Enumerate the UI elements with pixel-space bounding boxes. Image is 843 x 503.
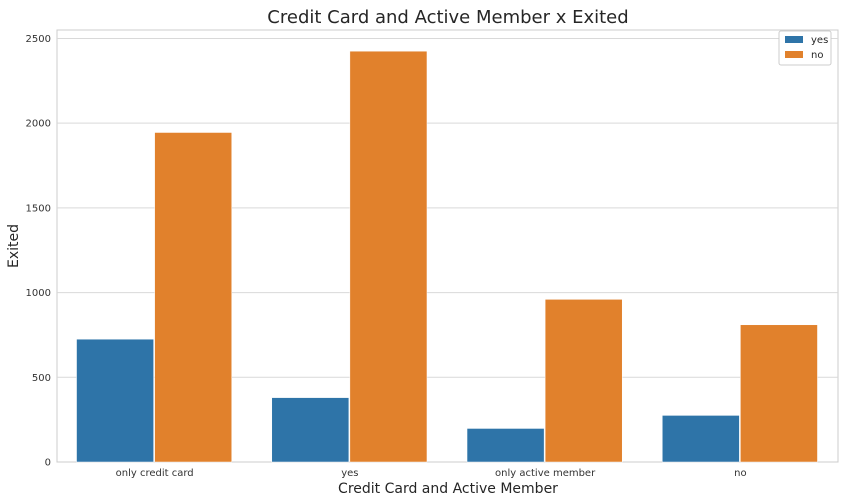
- y-tick-label: 1500: [26, 203, 51, 214]
- legend-swatch-yes: [785, 36, 803, 43]
- bar-yes: [466, 428, 545, 463]
- x-axis-label: Credit Card and Active Member: [338, 481, 558, 497]
- bar-no: [349, 50, 428, 463]
- y-tick-label: 2500: [26, 34, 51, 45]
- plot-area: 0 500 1000 1500 2000 2500 only credit card yes…: [26, 29, 839, 479]
- bar-yes: [76, 338, 154, 463]
- x-tick-label: yes: [341, 468, 358, 479]
- x-tick-label: only active member: [495, 468, 596, 479]
- chart-title: Credit Card and Active Member x Exited: [267, 7, 628, 28]
- bar-yes: [271, 397, 350, 463]
- y-tick-label: 2000: [26, 119, 51, 130]
- bar-yes: [662, 415, 740, 463]
- legend-swatch-no: [785, 51, 803, 58]
- bar-no: [544, 299, 623, 463]
- x-tick-label: no: [734, 468, 746, 479]
- legend-label: no: [811, 50, 823, 61]
- legend: yes no: [778, 30, 832, 66]
- bar-no: [154, 132, 232, 463]
- legend-label: yes: [811, 35, 828, 46]
- y-tick-labels: 0 500 1000 1500 2000 2500: [26, 34, 51, 469]
- y-tick-label: 0: [45, 458, 51, 469]
- x-tick-labels: only credit card yes only active member no: [116, 468, 747, 479]
- x-tick-label: only credit card: [116, 468, 194, 479]
- y-tick-label: 500: [32, 373, 51, 384]
- y-tick-label: 1000: [26, 288, 51, 299]
- bars: [76, 50, 818, 463]
- bar-no: [740, 324, 818, 463]
- y-axis-label: Exited: [6, 224, 22, 268]
